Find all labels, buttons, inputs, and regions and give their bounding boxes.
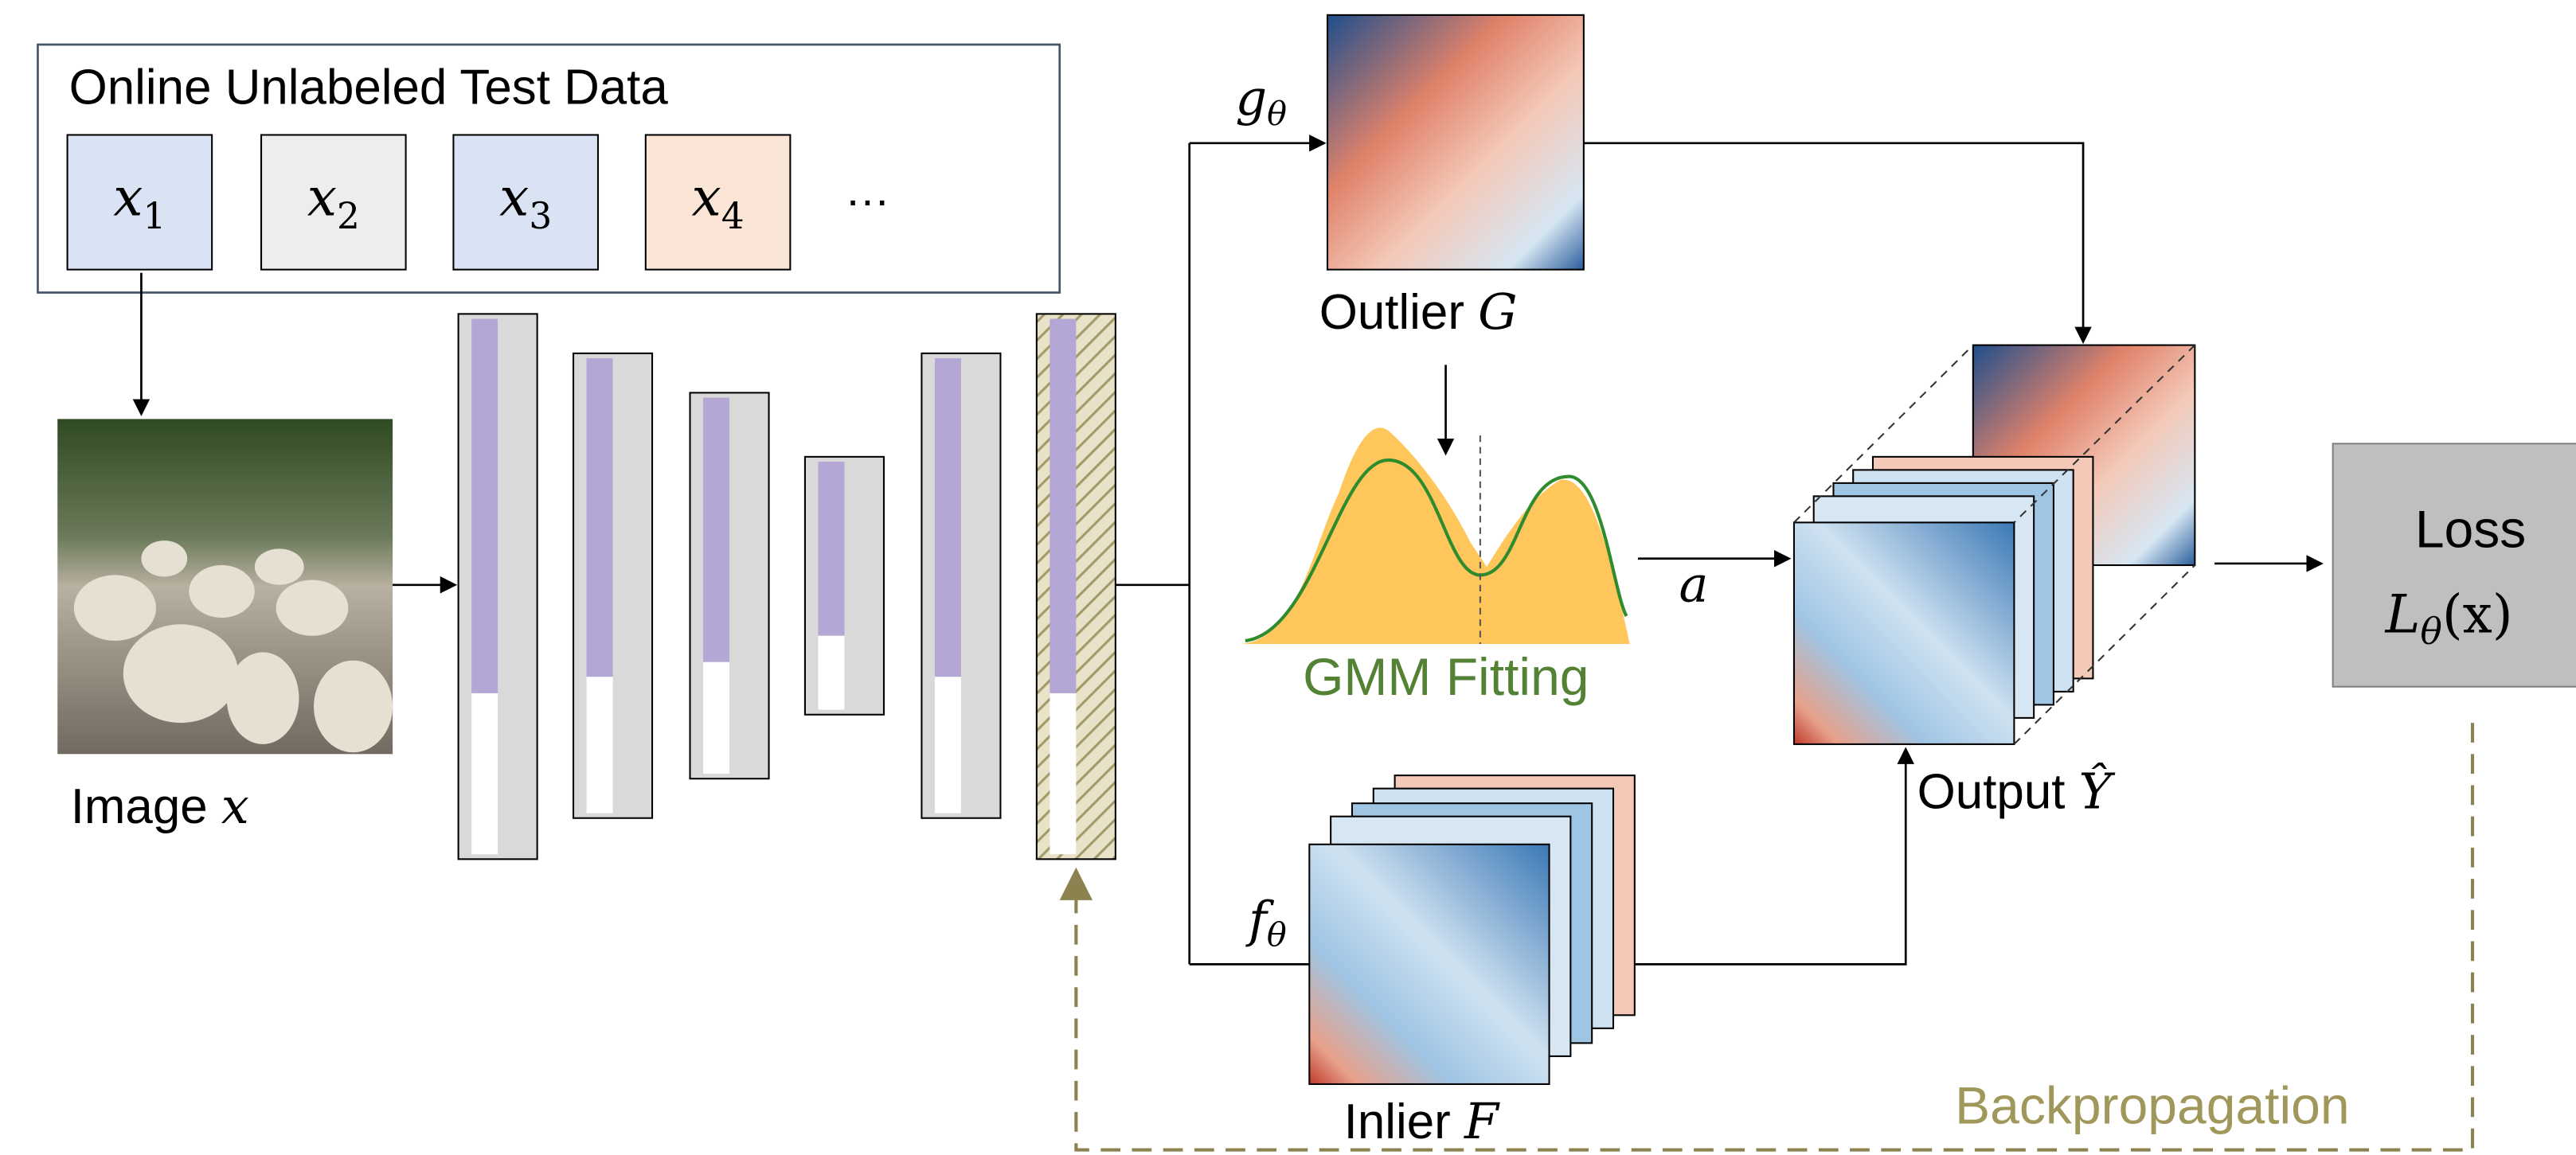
image-label: Image x — [71, 778, 249, 835]
outlier-label: Outlier G — [1319, 283, 1518, 341]
inlier-head: fθ — [1245, 891, 1287, 954]
loss-title: Loss — [2415, 499, 2526, 558]
content: Online Unlabeled Test Data x1 x2 x3 x4 …… — [37, 15, 2576, 1150]
panel-title: Online Unlabeled Test Data — [69, 60, 669, 115]
output-label: Output Ŷ — [1917, 762, 2116, 820]
ellipsis: … — [844, 165, 890, 216]
inlier-label: Inlier F — [1344, 1093, 1500, 1150]
gmm-param: a — [1679, 556, 1709, 613]
arrow — [1584, 143, 2083, 342]
feature-blocks — [459, 314, 1116, 859]
gmm-label: GMM Fitting — [1303, 647, 1589, 706]
diagram: Online Unlabeled Test Data x1 x2 x3 x4 …… — [0, 0, 2576, 1155]
output-stack — [1794, 457, 2093, 744]
inlier-stack — [1309, 775, 1635, 1084]
outlier-head: gθ — [1235, 70, 1287, 133]
loss-box — [2333, 443, 2576, 686]
histogram — [1241, 427, 1630, 644]
arrow — [1635, 749, 1906, 964]
loss-expr: Lθ(x) — [2385, 584, 2513, 653]
outlier-map — [1327, 15, 1584, 270]
connector — [1116, 143, 1190, 965]
backprop-label: Backpropagation — [1955, 1075, 2349, 1134]
